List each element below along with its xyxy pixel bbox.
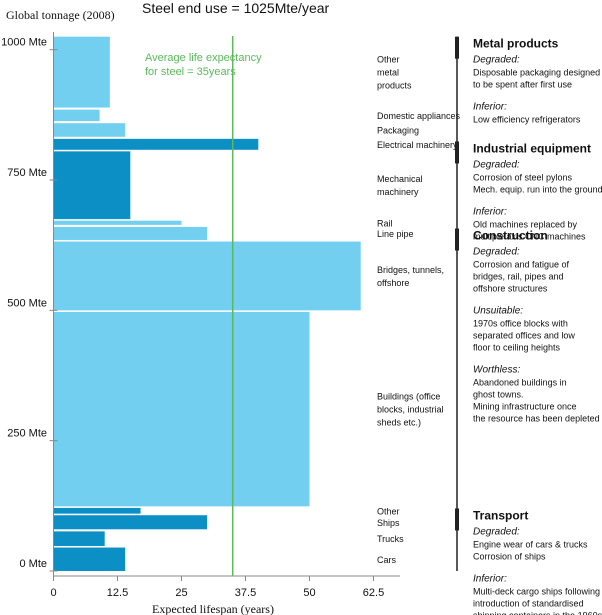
category-label: Rail — [377, 218, 393, 228]
category-label: blocks, industrial — [377, 405, 444, 415]
category-label: Electrical machinery — [377, 140, 458, 150]
x-tick-label: 50 — [303, 587, 315, 599]
average-line-label: for steel = 35years — [145, 66, 236, 78]
panel-text: the resource has been depleted — [473, 414, 600, 424]
category-label: metal — [377, 68, 399, 78]
panel-text: Disposable packaging designed — [473, 68, 600, 78]
panel-kind: Degraded: — [473, 526, 520, 537]
panel-text: Low efficiency refrigerators — [473, 115, 581, 125]
bar-10 — [53, 123, 126, 137]
bar-11 — [53, 109, 100, 122]
panel-text: Mech. equip. run into the ground — [473, 184, 602, 194]
side-panel: Metal products Degraded: Disposable packag… — [455, 36, 602, 615]
average-line-label: Average life expectancy — [145, 52, 262, 64]
panel-kind: Inferior: — [473, 206, 507, 217]
y-tick-label: 500 Mte — [7, 297, 47, 309]
panel-text: introduction of standardised — [473, 598, 584, 608]
x-tick-label: 62.5 — [363, 587, 384, 599]
chart-title: Steel end use = 1025Mte/year — [142, 0, 330, 16]
category-label: products — [377, 81, 412, 91]
panel-text: Mining infrastructure once — [473, 402, 577, 412]
panel-heading: Construction — [473, 229, 548, 243]
panel-heading: Metal products — [473, 37, 559, 51]
category-label: Cars — [377, 555, 397, 565]
bar-7 — [53, 220, 182, 225]
panel-text: Old machines replaced by — [473, 219, 578, 229]
category-label: Trucks — [377, 534, 404, 544]
panel-text: offshore structures — [473, 284, 548, 294]
category-label: Domestic appliances — [377, 111, 461, 121]
panel-text: Abandoned buildings in — [473, 378, 567, 388]
panel-kind: Inferior: — [473, 573, 507, 584]
axes-layer: 0 12.5 25 37.5 50 62.5 0 Mte 250 Mte 500 Mte 750 … — [1, 32, 400, 599]
panel-bracket-marker — [455, 36, 459, 59]
panel-kind: Unsuitable: — [473, 306, 523, 317]
y-tick-label: 750 Mte — [7, 167, 47, 179]
panel-kind: Worthless: — [473, 365, 520, 376]
bar-0 — [53, 547, 126, 571]
category-label: Other — [377, 506, 400, 516]
category-label: Bridges, tunnels, — [377, 265, 444, 275]
category-label: offshore — [377, 278, 409, 288]
panel-heading: Transport — [473, 508, 528, 522]
category-label: machinery — [377, 187, 419, 197]
y-tick-label: 1000 Mte — [1, 37, 47, 49]
panel-text: multiple axis CNC machines — [473, 231, 586, 241]
panel-text: Corrosion of steel pylons — [473, 172, 573, 182]
bar-1 — [53, 531, 105, 546]
bars-layer — [53, 36, 361, 571]
panel-text: Corrosion and fatigue of — [473, 260, 570, 270]
category-label: Other — [377, 55, 400, 65]
bar-12 — [53, 36, 110, 108]
panel-heading: Industrial equipment — [473, 141, 591, 155]
panel-kind: Degraded: — [473, 247, 520, 258]
x-tick-label: 37.5 — [235, 587, 256, 599]
category-label: sheds etc.) — [377, 418, 421, 428]
bar-8 — [53, 151, 131, 220]
category-label: Ships — [377, 518, 400, 528]
panel-text: Corrosion of ships — [473, 551, 546, 561]
panel-text: separated offices and low — [473, 331, 575, 341]
panel-kind: Inferior: — [473, 102, 507, 113]
category-label: Buildings (office — [377, 392, 440, 402]
panel-text: Multi-deck cargo ships following — [473, 586, 600, 596]
x-tick-label: 0 — [50, 587, 56, 599]
category-label: Packaging — [377, 125, 419, 135]
bar-9 — [53, 138, 259, 150]
bar-6 — [53, 226, 208, 240]
x-axis-title: Expected lifespan (years) — [152, 602, 274, 615]
panel-bracket-marker — [455, 141, 459, 164]
panel-kind: Degraded: — [473, 159, 520, 170]
x-tick-label: 12.5 — [107, 587, 128, 599]
y-tick-label: 250 Mte — [7, 428, 47, 440]
bar-2 — [53, 515, 208, 530]
panel-text: shipping containers in the 1960s — [473, 610, 602, 615]
category-labels-layer: Cars Trucks Ships Other Buildings (office blo… — [377, 55, 461, 565]
panel-text: ghost towns. — [473, 390, 524, 400]
y-tick-label: 0 Mte — [19, 558, 47, 570]
average-line-layer: Average life expectancy for steel = 35yea… — [145, 36, 262, 576]
panel-kind: Degraded: — [473, 55, 520, 66]
panel-text: to be spent after first use — [473, 80, 572, 90]
bar-4 — [53, 311, 310, 507]
panel-text: bridges, rail, pipes and — [473, 272, 564, 282]
panel-text: Engine wear of cars & trucks — [473, 539, 588, 549]
category-label: Mechanical — [377, 174, 423, 184]
category-label: Line pipe — [377, 229, 414, 239]
panel-bracket-marker — [455, 228, 459, 251]
bar-3 — [53, 507, 141, 514]
panel-text: 1970s office blocks with — [473, 319, 568, 329]
panel-bracket-marker — [455, 508, 459, 531]
y-axis-title: Global tonnage (2008) — [6, 8, 115, 22]
bar-5 — [53, 241, 361, 311]
panel-text: floor to ceiling heights — [473, 343, 561, 353]
x-tick-label: 25 — [175, 587, 187, 599]
